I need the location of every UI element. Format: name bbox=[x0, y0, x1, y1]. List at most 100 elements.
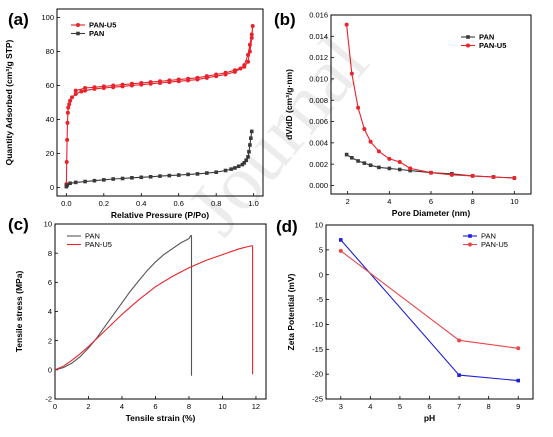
legend-label: PAN-U5 bbox=[481, 240, 508, 249]
data-point bbox=[148, 80, 153, 85]
data-point bbox=[214, 170, 218, 174]
x-axis-title: Relative Pressure (P/Po) bbox=[111, 210, 209, 220]
data-point bbox=[368, 163, 373, 168]
y-tick-label: 8 bbox=[48, 249, 52, 258]
y-tick-label: 0.010 bbox=[309, 75, 328, 84]
y-tick-label: -2 bbox=[45, 395, 52, 404]
data-point bbox=[223, 70, 228, 75]
x-tick-label: 0.2 bbox=[99, 199, 109, 208]
legend-label: PAN bbox=[89, 29, 104, 38]
data-point bbox=[67, 102, 72, 107]
x-tick-label: 0.8 bbox=[211, 199, 221, 208]
data-point bbox=[195, 172, 200, 176]
data-point bbox=[362, 161, 367, 165]
data-point bbox=[232, 68, 237, 73]
y-tick-label: 0 bbox=[319, 270, 323, 279]
data-point bbox=[377, 165, 381, 170]
legend-marker bbox=[468, 242, 472, 247]
x-tick-label: 3 bbox=[339, 402, 343, 411]
y-tick-label: 0.014 bbox=[309, 32, 328, 41]
chart-panel-a: (a) 0.0 0.2 0.4 0.6 0.8 1.0 0 20 40 60 80 100 Relativ… bbox=[4, 8, 264, 220]
data-point bbox=[350, 155, 354, 160]
data-point bbox=[92, 85, 97, 90]
x-tick-label: 9 bbox=[516, 402, 520, 411]
y-tick-label: -20 bbox=[312, 370, 323, 379]
y-tick-label: 0.004 bbox=[309, 138, 328, 147]
data-point bbox=[516, 346, 521, 351]
y-tick-label: 5 bbox=[319, 245, 323, 254]
data-point bbox=[73, 180, 78, 185]
data-point bbox=[376, 149, 381, 154]
series-line-pan-u5 bbox=[340, 250, 519, 349]
data-point bbox=[387, 156, 392, 161]
data-point bbox=[65, 120, 70, 125]
data-point bbox=[244, 158, 248, 163]
x-tick-label: 6 bbox=[153, 402, 157, 411]
data-point bbox=[236, 164, 241, 169]
data-point bbox=[512, 176, 517, 181]
y-tick-label: 0 bbox=[50, 183, 54, 192]
y-tick-label: 0.002 bbox=[309, 160, 328, 169]
data-point bbox=[186, 172, 190, 177]
y-tick-label: 0.000 bbox=[309, 181, 328, 190]
data-point bbox=[111, 177, 115, 181]
y-axis-title: Quantity Adsorbed (cm³/g STP) bbox=[4, 39, 14, 165]
data-point bbox=[139, 80, 144, 85]
data-point bbox=[68, 98, 73, 103]
y-tick-label: 100 bbox=[41, 13, 54, 22]
y-tick-label: 40 bbox=[46, 115, 54, 124]
y-tick-label: 2 bbox=[48, 336, 52, 345]
data-point bbox=[223, 168, 228, 173]
data-point bbox=[195, 75, 200, 80]
series-line-pan-u5 bbox=[54, 245, 254, 375]
data-point bbox=[73, 88, 78, 93]
data-point bbox=[249, 35, 254, 40]
legend-marker bbox=[466, 43, 470, 48]
data-point bbox=[68, 181, 72, 186]
data-point bbox=[158, 174, 162, 178]
data-point bbox=[356, 105, 361, 110]
data-point bbox=[65, 183, 70, 187]
data-point bbox=[120, 176, 125, 181]
data-point bbox=[457, 373, 461, 377]
data-point bbox=[101, 84, 106, 89]
data-point bbox=[176, 173, 181, 177]
data-point bbox=[368, 139, 373, 144]
x-tick-label: 10 bbox=[510, 197, 518, 206]
x-tick-label: 4 bbox=[120, 402, 124, 411]
data-point bbox=[349, 71, 354, 76]
x-tick-label: 5 bbox=[398, 402, 402, 411]
data-point bbox=[249, 136, 253, 140]
legend-label: PAN bbox=[481, 232, 496, 241]
data-point bbox=[139, 175, 144, 180]
data-point bbox=[491, 174, 496, 179]
data-point bbox=[64, 160, 69, 164]
data-point bbox=[167, 173, 172, 178]
data-point bbox=[167, 78, 172, 83]
panel-label: (c) bbox=[8, 215, 29, 234]
x-tick-label: 0.6 bbox=[174, 199, 184, 208]
y-axis-title: dV/dD (cm³/g·nm) bbox=[284, 69, 294, 140]
y-tick-label: 6 bbox=[48, 278, 52, 287]
x-tick-label: 8 bbox=[187, 402, 191, 411]
x-axis-title: Pore Diameter (nm) bbox=[392, 208, 471, 218]
series-line-pan bbox=[54, 235, 193, 376]
data-point bbox=[387, 166, 392, 171]
legend-label: PAN bbox=[85, 232, 100, 241]
data-point bbox=[79, 89, 84, 94]
data-point bbox=[248, 143, 252, 147]
legend-label: PAN-U5 bbox=[89, 21, 116, 30]
x-tick-label: 0 bbox=[53, 402, 57, 411]
data-point bbox=[338, 238, 343, 242]
data-point bbox=[242, 161, 247, 165]
data-point bbox=[249, 129, 254, 134]
watermark-text: Journal bbox=[170, 19, 384, 251]
legend-label: PAN-U5 bbox=[479, 41, 506, 50]
legend-label: PAN bbox=[479, 33, 494, 42]
y-tick-label: 10 bbox=[315, 221, 323, 230]
legend-marker bbox=[76, 31, 80, 36]
series-line-pan-u5 bbox=[346, 24, 515, 179]
data-point bbox=[397, 167, 402, 172]
